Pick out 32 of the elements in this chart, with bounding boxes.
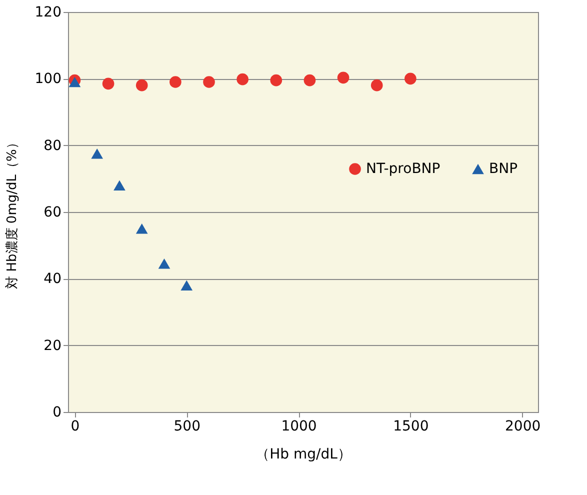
y-tick-label: 20 <box>44 338 62 354</box>
y-tick-label: 100 <box>34 71 62 88</box>
point <box>170 76 182 88</box>
x-tick-label: 500 <box>174 418 200 434</box>
y-tick-label: 0 <box>52 404 62 420</box>
legend-label: NT-proBNP <box>366 161 440 177</box>
point <box>136 79 148 92</box>
point <box>203 76 215 88</box>
y-tick-label: 120 <box>34 4 62 20</box>
x-tick-label: 0 <box>70 418 80 434</box>
point <box>404 72 416 85</box>
y-tick-label: 60 <box>44 204 62 220</box>
x-tick-label: 2000 <box>505 418 541 434</box>
point <box>91 148 104 159</box>
x-axis-title: （Hb mg/dL） <box>256 446 352 462</box>
point <box>337 72 350 84</box>
point <box>236 73 248 86</box>
point <box>114 180 126 190</box>
point <box>370 79 383 92</box>
point <box>102 78 114 90</box>
y-tick-label: 40 <box>44 271 62 288</box>
point <box>180 280 193 290</box>
x-tick-label: 1000 <box>281 418 317 434</box>
point <box>270 74 282 86</box>
y-axis-title: 対 Hb濃度 0mg/dL（%） <box>4 136 20 289</box>
point <box>136 224 148 234</box>
x-tick-label: 1500 <box>393 418 429 434</box>
point <box>304 74 316 86</box>
legend-label: BNP <box>489 161 518 177</box>
point <box>68 76 81 88</box>
point <box>158 258 170 269</box>
y-tick-label: 80 <box>44 138 62 154</box>
